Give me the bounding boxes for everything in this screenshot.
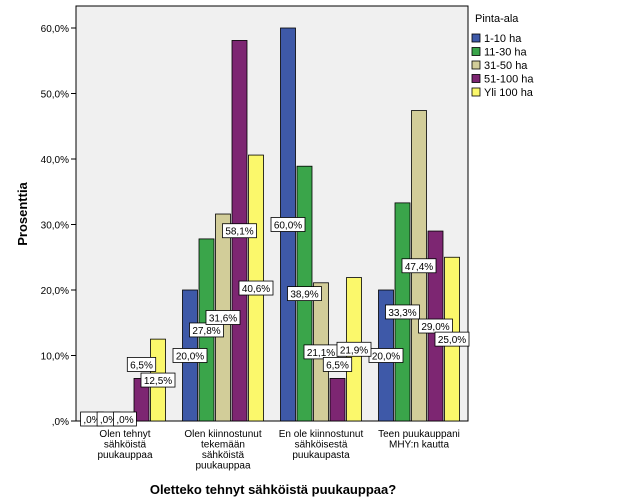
data-label: 21,9%: [336, 341, 372, 357]
y-tick-label: 30,0%: [41, 221, 69, 232]
data-label: 60,0%: [270, 217, 306, 232]
x-category-line: Teen puukauppani: [378, 429, 460, 440]
x-category-line: En ole kiinnostunut: [279, 429, 364, 440]
x-category-line: sähköistä: [202, 450, 245, 461]
data-label-text: 21,1%: [307, 348, 335, 359]
bar: [329, 378, 346, 422]
data-label-text: 6,5%: [130, 360, 153, 371]
data-label-box: [287, 286, 322, 302]
x-category-line: sähköisestä: [295, 440, 348, 451]
data-label-box: [126, 357, 157, 372]
data-label-text: 27,8%: [192, 326, 220, 337]
y-tick-label: 40,0%: [41, 155, 69, 166]
data-label: 20,0%: [172, 348, 208, 363]
data-label-text: 38,9%: [290, 290, 318, 301]
y-tick-label: 10,0%: [41, 352, 69, 363]
data-label-box: [336, 341, 372, 357]
data-label: 31,6%: [205, 310, 241, 325]
data-label-text: 29,0%: [421, 322, 449, 333]
data-label: 12,5%: [140, 372, 176, 388]
data-label: 33,3%: [385, 304, 420, 320]
y-tick-label: 20,0%: [41, 286, 69, 297]
x-category-label: Olen tehnyt sähköistä puukauppaa: [97, 429, 152, 461]
x-category-line: MHY:n kautta: [389, 440, 449, 451]
y-tick-label: 60,0%: [41, 24, 69, 35]
x-category-line: puukaupasta: [292, 450, 350, 461]
data-label-text: 31,6%: [209, 314, 237, 325]
y-axis: ,0% 10,0% 20,0% 30,0% 40,0% 50,0% 60,0%: [41, 24, 76, 428]
data-labels: ,0% 20,0% 60,0% 20,0% ,0% 27,8% 38,9% 33,3% ,0% 3…: [80, 217, 470, 427]
x-category-label: Teen puukauppani MHY:n kautta: [378, 429, 460, 451]
legend-item-label: 51-100 ha: [484, 74, 534, 86]
x-category-line: puukauppaa: [97, 450, 152, 461]
legend-item-label: 1-10 ha: [484, 33, 522, 45]
x-category-line: sähköistä: [104, 440, 147, 451]
data-label: 21,1%: [303, 344, 339, 360]
data-label-box: [205, 310, 241, 325]
x-category-line: puukauppaa: [195, 461, 250, 472]
data-label-box: [401, 258, 437, 274]
data-label-box: [222, 223, 257, 239]
data-label-text: 25,0%: [438, 335, 466, 346]
data-label-text: 20,0%: [176, 352, 204, 363]
data-label: 27,8%: [189, 322, 224, 338]
data-label-text: 33,3%: [388, 308, 416, 319]
data-label-text: ,0%: [116, 415, 133, 426]
data-label: 58,1%: [222, 223, 257, 239]
data-label-box: [434, 331, 470, 347]
x-axis-title: Oletteko tehnyt sähköistä puukauppaa?: [150, 482, 396, 497]
data-label: 47,4%: [401, 258, 437, 274]
data-label: 38,9%: [287, 286, 322, 302]
data-label-text: 21,9%: [340, 345, 368, 356]
legend-item-label: 31-50 ha: [484, 60, 528, 72]
legend-item-label: 11-30 ha: [484, 47, 527, 59]
data-label-text: 20,0%: [372, 352, 400, 363]
legend-swatch: [471, 60, 481, 70]
data-label-box: [140, 372, 176, 388]
data-label: 40,6%: [238, 280, 274, 296]
data-label: 6,5%: [322, 357, 353, 372]
data-label: ,0%: [113, 411, 137, 427]
legend-swatch: [471, 74, 481, 83]
y-axis-title: Prosenttia: [15, 181, 30, 245]
legend-item-label: Yli 100 ha: [484, 87, 534, 99]
data-label: 29,0%: [418, 318, 453, 334]
data-label-text: 40,6%: [242, 284, 270, 295]
data-label-box: [270, 217, 306, 232]
data-label-text: ,0%: [100, 415, 117, 426]
x-category-label: En ole kiinnostunut sähköisestä puukaupast…: [279, 429, 364, 461]
x-category-label: Olen kiinnostunut tekemään sähköistä puukau…: [184, 429, 261, 472]
data-label-box: [172, 348, 208, 363]
data-label-text: 58,1%: [225, 227, 253, 238]
data-label-box: [238, 280, 274, 296]
y-tick-label: ,0%: [52, 417, 69, 428]
legend-title: Pinta-ala: [475, 13, 519, 25]
data-label: 6,5%: [126, 357, 157, 372]
data-label-box: [322, 357, 353, 372]
legend-swatch: [471, 47, 481, 56]
x-category-line: Olen kiinnostunut: [184, 429, 261, 440]
y-tick-label: 50,0%: [41, 90, 69, 101]
data-label-text: 12,5%: [144, 376, 172, 387]
data-label-text: ,0%: [83, 415, 100, 426]
data-label-box: [385, 304, 420, 320]
x-category-line: tekemään: [201, 440, 245, 451]
legend-swatch: [471, 33, 481, 43]
legend-swatch: [471, 87, 481, 97]
data-label-text: 47,4%: [405, 262, 433, 273]
data-label: 20,0%: [368, 348, 404, 363]
data-label: 25,0%: [434, 331, 470, 347]
data-label-text: 60,0%: [274, 221, 302, 232]
data-label-box: [113, 411, 137, 427]
x-category-line: Olen tehnyt: [99, 429, 150, 440]
data-label-text: 6,5%: [326, 360, 349, 371]
